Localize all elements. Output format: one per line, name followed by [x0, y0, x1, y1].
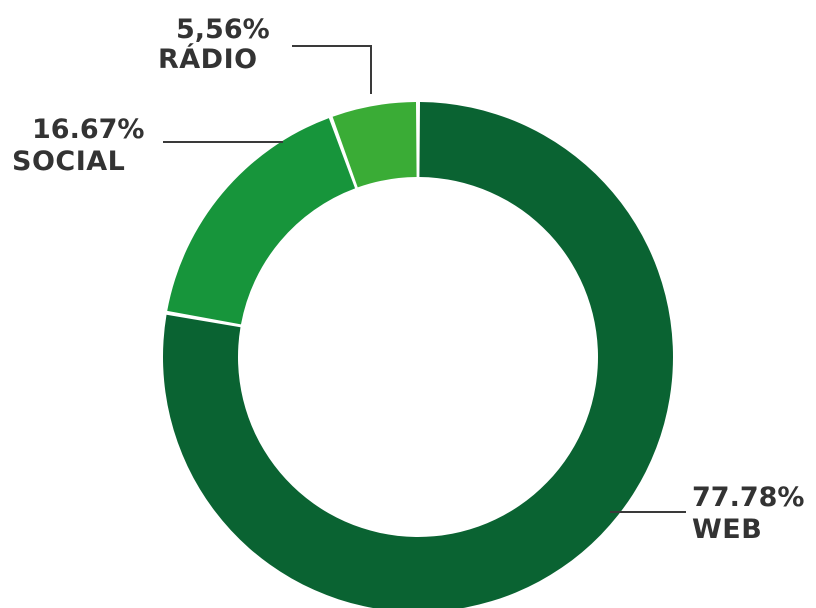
donut-slices: [163, 102, 673, 608]
data-label-social-name: SOCIAL: [12, 146, 125, 177]
label-social: 16.67% SOCIAL: [12, 114, 283, 177]
data-label-social-percent: 16.67%: [32, 114, 144, 145]
slice-social: [167, 118, 356, 325]
label-radio: 5,56% RÁDIO: [158, 14, 372, 94]
data-label-radio-name: RÁDIO: [158, 43, 258, 75]
slice-radio: [332, 102, 417, 188]
data-label-radio-percent: 5,56%: [176, 14, 270, 45]
data-label-web-name: WEB: [692, 514, 762, 545]
slice-web: [163, 102, 673, 608]
data-label-web-percent: 77.78%: [692, 482, 804, 513]
label-web: 77.78% WEB: [610, 482, 804, 545]
leader-line-radio: [292, 45, 372, 94]
